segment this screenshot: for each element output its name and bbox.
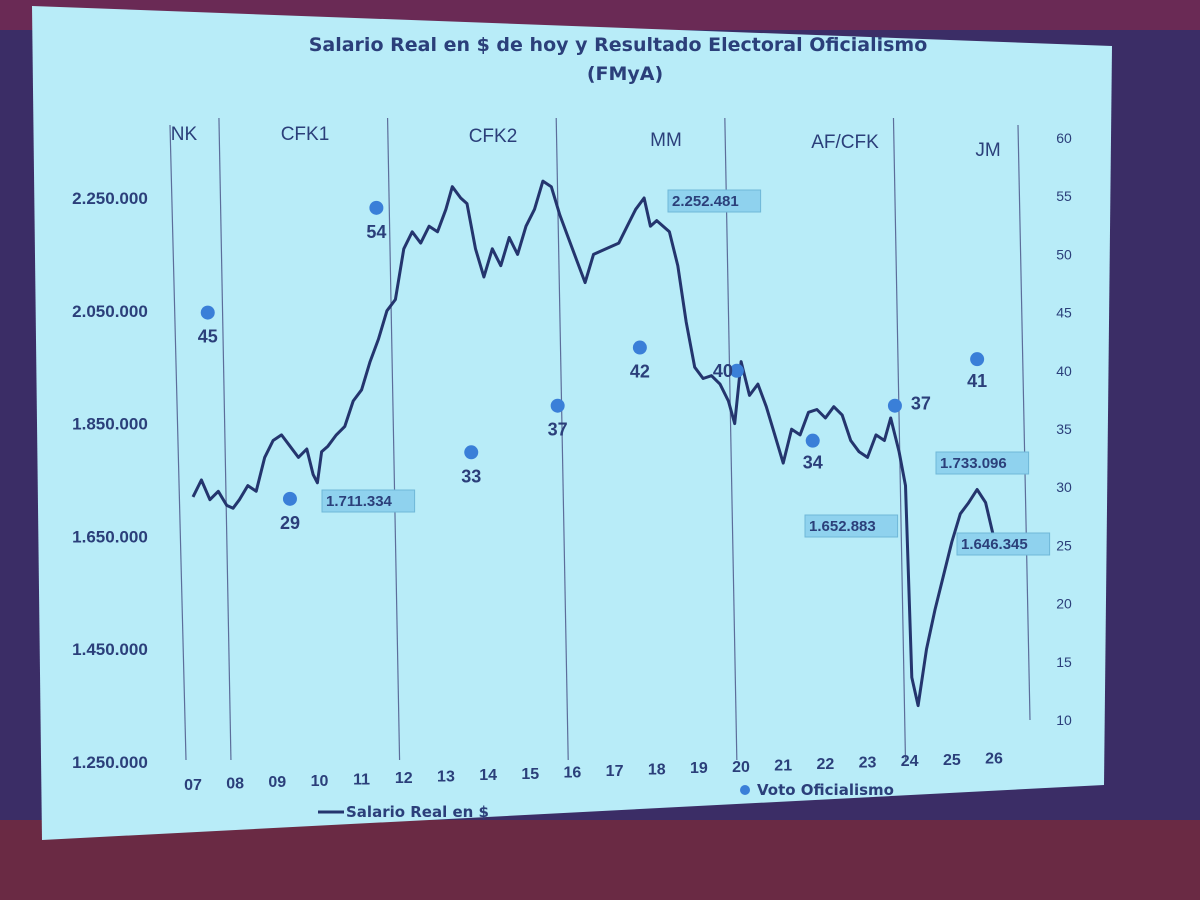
vote-point: [550, 398, 565, 413]
x-tick-label: 17: [606, 763, 624, 780]
x-tick-label: 08: [226, 776, 244, 793]
vote-point: [970, 352, 985, 367]
value-callout-label: 1.733.096: [940, 455, 1007, 472]
value-callout-label: 1.646.345: [961, 536, 1028, 553]
salary-series-line: [191, 179, 996, 708]
value-callout-label: 1.652.883: [809, 518, 876, 535]
value-callout-box: [321, 489, 416, 513]
y-right-tick-label: 15: [1056, 654, 1072, 670]
value-callout-label: 2.252.481: [672, 193, 739, 210]
vote-point: [200, 305, 215, 320]
x-tick-label: 20: [732, 759, 750, 776]
y-right-tick-label: 60: [1056, 130, 1072, 146]
x-tick-label: 25: [943, 752, 961, 769]
period-label: NK: [171, 124, 198, 145]
plot-area: NK CFK1 CFK2 MM AF/CFK JM 2.250.000 2.050.000 1…: [72, 117, 1072, 794]
period-labels: NK CFK1 CFK2 MM AF/CFK JM: [171, 124, 1001, 161]
y-right-tick-label: 10: [1056, 712, 1072, 728]
x-tick-label: 07: [184, 777, 202, 794]
period-separator: [724, 117, 738, 761]
x-tick-label: 16: [564, 764, 582, 781]
legend: Salario Real en $ Voto Oficialismo: [318, 781, 894, 821]
y-right-tick-label: 25: [1056, 537, 1072, 553]
x-tick-label: 12: [395, 770, 413, 787]
x-tick-label: 09: [268, 774, 286, 791]
vote-value-label: 34: [803, 453, 823, 473]
vote-point: [632, 340, 647, 355]
y-right-tick-label: 30: [1056, 479, 1072, 495]
vote-value-label: 42: [630, 362, 650, 382]
vote-value-label: 54: [366, 222, 386, 242]
y-right-tick-label: 50: [1056, 246, 1072, 262]
vote-value-label: 40: [713, 361, 733, 381]
vote-value-label: 45: [198, 327, 218, 347]
period-label: CFK2: [469, 126, 518, 147]
x-tick-label: 18: [648, 762, 666, 779]
x-tick-label: 26: [985, 750, 1003, 767]
vote-value-label: 33: [461, 466, 481, 486]
vote-value-label: 41: [967, 371, 987, 391]
x-tick-label: 19: [690, 760, 708, 777]
chart-title: Salario Real en $ de hoy y Resultado Ele…: [309, 34, 928, 56]
x-axis: 07 08 09 10 11 12 13 14 15 16 17 18 19 20 21 22 23 24 25 26: [184, 750, 1003, 794]
vote-point: [805, 433, 820, 448]
period-separator: [218, 117, 232, 761]
y-right-tick-label: 40: [1056, 363, 1072, 379]
chart-panel: [32, 6, 1112, 840]
y-right-tick-label: 45: [1056, 305, 1072, 321]
legend-dot-swatch: [740, 785, 750, 795]
value-callout-box: [667, 189, 762, 213]
y-right-tick-label: 20: [1056, 596, 1072, 612]
y-left-tick-label: 1.250.000: [72, 753, 148, 772]
y-axis-right: 60 55 50 45 40 35 30 25 20 15 10: [1056, 130, 1072, 728]
value-callout-box: [956, 532, 1051, 556]
value-callout-box: [804, 514, 899, 538]
period-separator: [169, 124, 187, 761]
legend-salary: Salario Real en $: [346, 803, 489, 821]
vote-point: [369, 200, 384, 215]
period-label: JM: [975, 140, 1000, 161]
frame-bottom: [0, 820, 1200, 900]
y-right-tick-label: 35: [1056, 421, 1072, 437]
x-tick-label: 15: [521, 766, 539, 783]
x-tick-label: 11: [353, 771, 370, 788]
y-right-tick-label: 55: [1056, 188, 1072, 204]
y-left-tick-label: 2.050.000: [72, 302, 148, 321]
period-separator: [386, 117, 401, 761]
period-label: AF/CFK: [811, 132, 879, 153]
y-left-tick-label: 1.450.000: [72, 640, 148, 659]
x-tick-label: 23: [859, 755, 877, 772]
y-left-tick-label: 1.650.000: [72, 527, 148, 546]
y-left-tick-label: 2.250.000: [72, 189, 148, 208]
period-label: MM: [650, 130, 682, 151]
vote-point: [729, 363, 744, 378]
x-tick-label: 13: [437, 769, 455, 786]
x-tick-label: 24: [901, 753, 919, 770]
period-separator: [1017, 124, 1031, 721]
value-callouts: 1.711.334 2.252.481 1.652.883 1.733.096 1.64…: [321, 189, 1051, 556]
chart-subtitle: (FMyA): [587, 63, 663, 85]
vote-value-label: 37: [911, 394, 931, 414]
vote-point: [282, 491, 297, 506]
period-label: CFK1: [281, 124, 330, 145]
period-separator: [892, 117, 907, 761]
x-tick-label: 10: [311, 773, 329, 790]
y-left-tick-label: 1.850.000: [72, 415, 148, 434]
vote-point: [464, 445, 479, 460]
x-tick-label: 22: [816, 756, 834, 773]
vote-value-label: 37: [548, 420, 568, 440]
vote-series: 45 29 54 33 37 42 40 34 37 41: [198, 200, 987, 533]
legend-votes: Voto Oficialismo: [757, 781, 894, 799]
value-callout-label: 1.711.334: [326, 493, 393, 510]
period-separators: [169, 117, 1031, 761]
vote-value-label: 29: [280, 513, 300, 533]
period-separator: [555, 117, 569, 761]
value-callout-box: [935, 451, 1030, 475]
vote-point: [887, 398, 902, 413]
y-axis-left: 2.250.000 2.050.000 1.850.000 1.650.000 1.45…: [72, 189, 148, 772]
x-tick-label: 21: [774, 757, 792, 774]
x-tick-label: 14: [479, 767, 497, 784]
